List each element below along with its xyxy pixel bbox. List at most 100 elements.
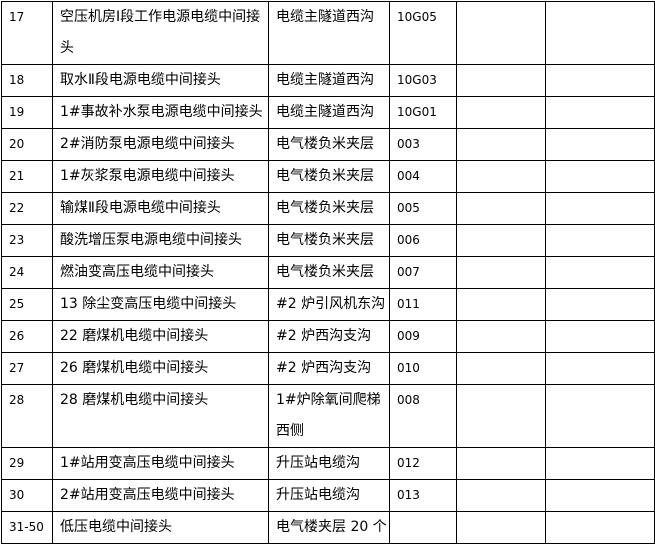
location: 电气楼负米夹层 — [268, 224, 390, 257]
column-5-cell — [456, 64, 546, 97]
column-6-cell — [545, 288, 655, 321]
row-number: 20 — [1, 128, 53, 161]
location: #2 炉引风机东沟 — [268, 288, 390, 321]
joint-code: 10G03 — [389, 64, 457, 97]
joint-code: 10G05 — [389, 1, 457, 65]
row-number: 27 — [1, 352, 53, 385]
row-number: 25 — [1, 288, 53, 321]
column-6-cell — [545, 384, 655, 448]
table-row: 23 酸洗增压泵电源电缆中间接头 电气楼负米夹层 006 — [1, 224, 655, 257]
column-5-cell — [456, 256, 546, 289]
joint-name: 26 磨煤机电缆中间接头 — [52, 352, 269, 385]
column-5-cell — [456, 320, 546, 353]
column-5-cell — [456, 447, 546, 480]
column-6-cell — [545, 352, 655, 385]
location: 升压站电缆沟 — [268, 447, 390, 480]
row-number: 22 — [1, 192, 53, 225]
joint-code: 006 — [389, 224, 457, 257]
row-number: 23 — [1, 224, 53, 257]
joint-code: 007 — [389, 256, 457, 289]
row-number: 24 — [1, 256, 53, 289]
column-5-cell — [456, 192, 546, 225]
joint-code: 008 — [389, 384, 457, 448]
joint-name: 酸洗增压泵电源电缆中间接头 — [52, 224, 269, 257]
joint-code: 005 — [389, 192, 457, 225]
column-5-cell — [456, 384, 546, 448]
joint-code: 012 — [389, 447, 457, 480]
joint-name: 13 除尘变高压电缆中间接头 — [52, 288, 269, 321]
row-number: 28 — [1, 384, 53, 448]
joint-name: 2#站用变高压电缆中间接头 — [52, 479, 269, 512]
joint-name: 1#事故补水泵电源电缆中间接头 — [52, 96, 269, 129]
column-5-cell — [456, 511, 546, 544]
table-row: 22 输煤Ⅱ段电源电缆中间接头 电气楼负米夹层 005 — [1, 192, 655, 225]
location: 电缆主隧道西沟 — [268, 96, 390, 129]
row-number: 21 — [1, 160, 53, 193]
location: 电缆主隧道西沟 — [268, 1, 390, 65]
table-row: 18 取水Ⅱ段电源电缆中间接头 电缆主隧道西沟 10G03 — [1, 64, 655, 97]
column-6-cell — [545, 224, 655, 257]
table-row: 29 1#站用变高压电缆中间接头 升压站电缆沟 012 — [1, 447, 655, 480]
column-5-cell — [456, 1, 546, 65]
table-row: 31-50 低压电缆中间接头 电气楼夹层 20 个 — [1, 511, 655, 544]
joint-name: 燃油变高压电缆中间接头 — [52, 256, 269, 289]
row-number: 18 — [1, 64, 53, 97]
joint-code: 013 — [389, 479, 457, 512]
column-5-cell — [456, 224, 546, 257]
column-6-cell — [545, 64, 655, 97]
column-6-cell — [545, 479, 655, 512]
table-row: 24 燃油变高压电缆中间接头 电气楼负米夹层 007 — [1, 256, 655, 289]
location: #2 炉西沟支沟 — [268, 320, 390, 353]
table-row: 25 13 除尘变高压电缆中间接头 #2 炉引风机东沟 011 — [1, 288, 655, 321]
row-number: 30 — [1, 479, 53, 512]
column-5-cell — [456, 288, 546, 321]
column-5-cell — [456, 479, 546, 512]
row-number: 31-50 — [1, 511, 53, 544]
joint-code: 009 — [389, 320, 457, 353]
location: 电气楼夹层 20 个 — [268, 511, 390, 544]
location: 电气楼负米夹层 — [268, 256, 390, 289]
column-6-cell — [545, 447, 655, 480]
row-number: 17 — [1, 1, 53, 65]
location: #2 炉西沟支沟 — [268, 352, 390, 385]
row-number: 26 — [1, 320, 53, 353]
location: 升压站电缆沟 — [268, 479, 390, 512]
column-6-cell — [545, 128, 655, 161]
joint-name: 输煤Ⅱ段电源电缆中间接头 — [52, 192, 269, 225]
joint-code: 004 — [389, 160, 457, 193]
table-row: 26 22 磨煤机电缆中间接头 #2 炉西沟支沟 009 — [1, 320, 655, 353]
location: 电气楼负米夹层 — [268, 160, 390, 193]
table-row: 21 1#灰浆泵电源电缆中间接头 电气楼负米夹层 004 — [1, 160, 655, 193]
location: 1#炉除氧间爬梯西侧 — [268, 384, 390, 448]
location: 电气楼负米夹层 — [268, 192, 390, 225]
joint-name: 28 磨煤机电缆中间接头 — [52, 384, 269, 448]
joint-name: 空压机房Ⅰ段工作电源电缆中间接头 — [52, 1, 269, 65]
joint-name: 22 磨煤机电缆中间接头 — [52, 320, 269, 353]
joint-name: 2#消防泵电源电缆中间接头 — [52, 128, 269, 161]
joint-code: 10G01 — [389, 96, 457, 129]
location: 电缆主隧道西沟 — [268, 64, 390, 97]
column-6-cell — [545, 96, 655, 129]
joint-code: 010 — [389, 352, 457, 385]
column-5-cell — [456, 128, 546, 161]
joint-code: 003 — [389, 128, 457, 161]
row-number: 29 — [1, 447, 53, 480]
column-5-cell — [456, 160, 546, 193]
column-6-cell — [545, 192, 655, 225]
table-row: 20 2#消防泵电源电缆中间接头 电气楼负米夹层 003 — [1, 128, 655, 161]
joint-name: 低压电缆中间接头 — [52, 511, 269, 544]
location: 电气楼负米夹层 — [268, 128, 390, 161]
table-row: 27 26 磨煤机电缆中间接头 #2 炉西沟支沟 010 — [1, 352, 655, 385]
column-6-cell — [545, 320, 655, 353]
column-6-cell — [545, 1, 655, 65]
table-row: 30 2#站用变高压电缆中间接头 升压站电缆沟 013 — [1, 479, 655, 512]
table-row: 28 28 磨煤机电缆中间接头 1#炉除氧间爬梯西侧 008 — [1, 384, 655, 448]
joint-name: 取水Ⅱ段电源电缆中间接头 — [52, 64, 269, 97]
column-5-cell — [456, 96, 546, 129]
column-6-cell — [545, 160, 655, 193]
joint-code — [389, 511, 457, 544]
row-number: 19 — [1, 96, 53, 129]
table-row: 19 1#事故补水泵电源电缆中间接头 电缆主隧道西沟 10G01 — [1, 96, 655, 129]
